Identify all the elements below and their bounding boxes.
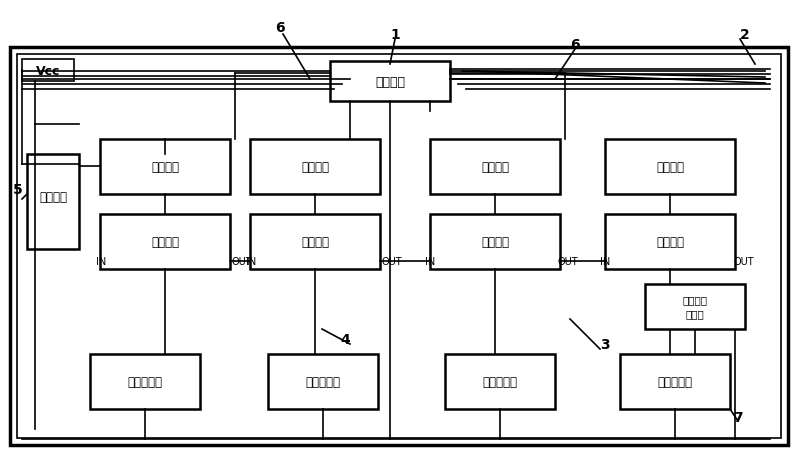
Text: 控制模块: 控制模块 [375,76,405,88]
Text: 护电路: 护电路 [686,309,704,319]
FancyBboxPatch shape [100,214,230,269]
FancyBboxPatch shape [27,155,79,249]
Text: OUT: OUT [231,257,252,267]
FancyBboxPatch shape [250,140,380,195]
FancyBboxPatch shape [445,354,555,409]
FancyBboxPatch shape [90,354,200,409]
Text: 光检测模块: 光检测模块 [306,375,341,388]
Text: 6: 6 [275,21,285,35]
Text: 光源模块: 光源模块 [481,236,509,248]
Text: 过电压保: 过电压保 [682,295,707,305]
Text: 2: 2 [740,28,750,42]
Text: IN: IN [246,257,256,267]
FancyBboxPatch shape [330,62,450,102]
FancyBboxPatch shape [645,284,745,329]
Text: OUT: OUT [733,257,754,267]
Text: Vcc: Vcc [36,64,60,77]
Text: 开关电路: 开关电路 [481,161,509,174]
FancyBboxPatch shape [22,60,74,82]
FancyBboxPatch shape [620,354,730,409]
Text: 开关电路: 开关电路 [301,161,329,174]
Text: 3: 3 [600,337,610,351]
Text: 光源模块: 光源模块 [151,236,179,248]
Text: 7: 7 [733,410,743,424]
FancyBboxPatch shape [268,354,378,409]
Text: IN: IN [425,257,435,267]
FancyBboxPatch shape [250,214,380,269]
Text: 开关电路: 开关电路 [656,161,684,174]
FancyBboxPatch shape [430,214,560,269]
Text: IN: IN [96,257,106,267]
FancyBboxPatch shape [605,214,735,269]
Text: 光检测模块: 光检测模块 [482,375,518,388]
Text: 驱动电路: 驱动电路 [39,191,67,203]
FancyBboxPatch shape [430,140,560,195]
Text: 6: 6 [570,38,580,52]
Text: 5: 5 [13,182,23,197]
Text: 开关电路: 开关电路 [151,161,179,174]
Text: 1: 1 [390,28,400,42]
Text: OUT: OUT [558,257,578,267]
Text: 光检测模块: 光检测模块 [658,375,693,388]
Text: 光源模块: 光源模块 [656,236,684,248]
Text: 光源模块: 光源模块 [301,236,329,248]
Text: 4: 4 [340,332,350,346]
Text: IN: IN [600,257,610,267]
FancyBboxPatch shape [100,140,230,195]
FancyBboxPatch shape [605,140,735,195]
Text: OUT: OUT [381,257,402,267]
Text: 光检测模块: 光检测模块 [127,375,162,388]
